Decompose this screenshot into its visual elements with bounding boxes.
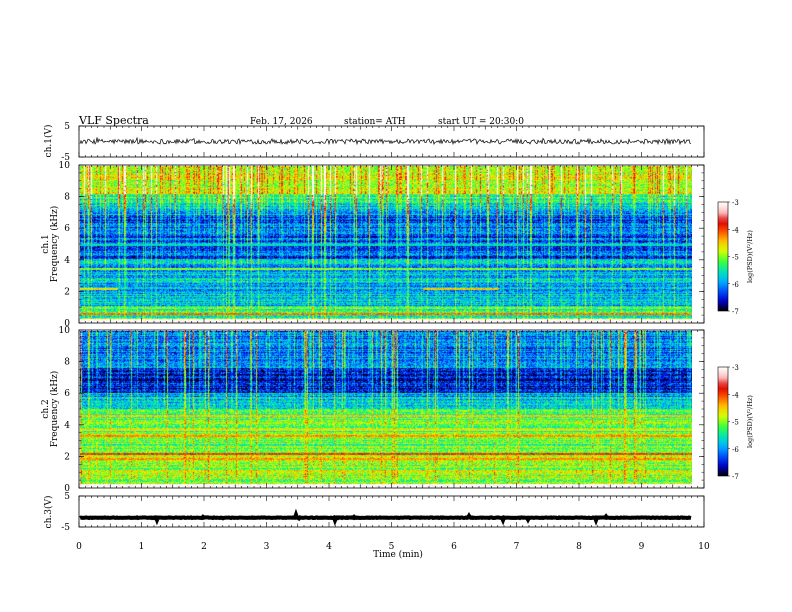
ch2-spectrogram-ylabel: ch.2 Frequency (kHz) xyxy=(41,371,60,448)
ch1-spectrogram-colorbar-tick-label: -6 xyxy=(732,281,739,289)
ch1-spectrogram-colorbar xyxy=(717,201,729,312)
ch2-spectrogram-colorbar-tick-label: -7 xyxy=(732,473,739,481)
x-tick-label: 4 xyxy=(326,542,332,552)
ch2-spectrogram-colorbar-tick-label: -5 xyxy=(732,419,739,427)
ch1-waveform-y-tick-label: -5 xyxy=(61,153,70,163)
ch1-spectrogram-image xyxy=(80,166,692,322)
ch2-spectrogram-image xyxy=(80,331,692,487)
ch1-spectrogram-y-tick-label: 2 xyxy=(64,287,70,297)
ch1-spectrogram-ylabel-line: ch.1 xyxy=(41,234,51,253)
ch2-spectrogram-y-tick-label: 10 xyxy=(59,326,71,336)
ch1-spectrogram-ylabel-line: Frequency (kHz) xyxy=(49,206,60,283)
x-tick-label: 9 xyxy=(639,542,645,552)
ch1-waveform-trace xyxy=(79,136,692,146)
ch2-spectrogram-colorbar-tick-label: -4 xyxy=(732,391,739,399)
date-label: Feb. 17, 2026 xyxy=(250,117,313,127)
ch2-spectrogram-y-tick-label: 2 xyxy=(64,452,70,462)
ch1-spectrogram-colorbar-tick-label: -3 xyxy=(732,199,739,207)
x-tick-label: 3 xyxy=(264,542,270,552)
x-tick-label: 2 xyxy=(201,542,207,552)
ch2-spectrogram-y-tick-label: 8 xyxy=(64,358,70,368)
ch2-spectrogram-colorbar-tick-label: -3 xyxy=(732,364,739,372)
ch2-spectrogram-ylabel-line: Frequency (kHz) xyxy=(49,371,60,448)
x-tick-label: 7 xyxy=(514,542,520,552)
ch1-waveform-y-tick-label: 5 xyxy=(64,122,70,132)
ch1-spectrogram-colorbar-tick-label: -4 xyxy=(732,226,739,234)
ch1-spectrogram-colorbar-tick-label: -7 xyxy=(732,308,739,316)
ch1-waveform-plot xyxy=(79,136,692,146)
ch1-waveform-ylabel: ch.1(V) xyxy=(43,125,54,158)
x-tick-label: 0 xyxy=(76,542,82,552)
ch2-spectrogram-y-tick-label: 4 xyxy=(64,421,70,431)
ch1-spectrogram-y-tick-label: 8 xyxy=(64,193,70,203)
start-time-label: start UT = 20:30:0 xyxy=(438,117,524,127)
ch3-waveform-y-tick-label: 5 xyxy=(64,492,70,502)
ch3-waveform-plot xyxy=(79,508,692,527)
figure-title: VLF Spectra xyxy=(78,114,149,127)
ch2-spectrogram-colorbar-label: log(PSD)(V²/Hz) xyxy=(746,395,754,448)
ch1-spectrogram-colorbar-label: log(PSD)(V²/Hz) xyxy=(746,230,754,283)
ch1-spectrogram-y-tick-label: 4 xyxy=(64,256,70,266)
ch2-spectrogram-ylabel-line: ch.2 xyxy=(41,399,51,418)
ch2-spectrogram-y-tick-label: 0 xyxy=(64,484,70,494)
ch1-spectrogram-y-tick-label: 6 xyxy=(64,224,70,234)
x-axis-label: Time (min) xyxy=(373,549,423,560)
ch3-waveform-trace xyxy=(79,508,692,527)
ch3-waveform-ylabel: ch.3(V) xyxy=(43,496,54,529)
ch1-spectrogram-colorbar-tick-label: -5 xyxy=(732,254,739,262)
ch2-spectrogram-colorbar-tick-label: -6 xyxy=(732,446,739,454)
ch2-spectrogram-colorbar xyxy=(717,366,729,477)
ch1-spectrogram-y-tick-label: 10 xyxy=(59,161,71,171)
x-tick-label: 1 xyxy=(139,542,145,552)
x-tick-label: 8 xyxy=(576,542,582,552)
x-tick-label: 6 xyxy=(451,542,457,552)
ch3-waveform-y-tick-label: -5 xyxy=(61,523,70,533)
station-label: station= ATH xyxy=(344,117,406,127)
colorbars: -3 -4 -5 -6 -7 log(PSD)(V²/Hz) -3 -4 -5 -6 -7 log(P… xyxy=(717,199,754,481)
ch1-spectrogram-y-tick-label: 0 xyxy=(64,319,70,329)
ch2-spectrogram-y-tick-label: 6 xyxy=(64,389,70,399)
x-tick-label: 5 xyxy=(389,542,395,552)
x-tick-label: 10 xyxy=(698,542,710,552)
ch1-spectrogram-ylabel: ch.1 Frequency (kHz) xyxy=(41,206,60,283)
